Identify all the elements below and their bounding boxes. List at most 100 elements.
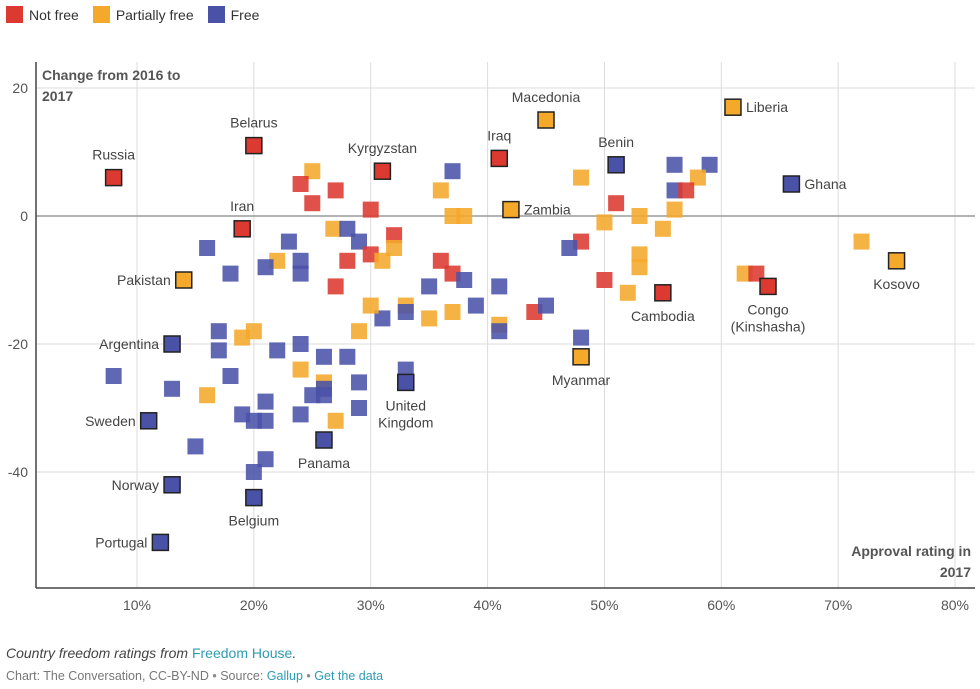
point-label-line: Benin <box>598 134 634 150</box>
point-label: Belgium <box>229 513 280 529</box>
labeled-point-portugal: Portugal <box>95 533 170 552</box>
data-point-partially-free <box>619 284 636 301</box>
data-point-free <box>315 387 332 404</box>
data-point-free <box>782 175 801 193</box>
data-point-free <box>444 163 461 180</box>
data-point-free <box>666 156 683 173</box>
point-label: Kosovo <box>873 276 920 292</box>
point-label: Myanmar <box>552 372 611 388</box>
point-label-line: Belarus <box>230 115 277 131</box>
point-label-line: Cambodia <box>631 308 695 324</box>
x-axis-title: Approval rating in 2017 <box>851 543 971 580</box>
data-point-partially-free <box>572 348 590 366</box>
data-point-partially-free <box>325 220 342 237</box>
data-point-free <box>257 393 274 410</box>
data-point-partially-free <box>631 259 648 276</box>
data-point-free <box>491 323 508 340</box>
data-point-partially-free <box>362 297 379 314</box>
data-points <box>105 156 870 480</box>
data-point-partially-free <box>374 252 391 269</box>
legend-swatch-free <box>207 6 225 23</box>
data-point-not-free <box>292 176 309 192</box>
data-point-free <box>315 431 333 449</box>
point-label-line: United <box>386 397 426 413</box>
labeled-point-congo-kinshasha: Congo (Kinshasha) <box>731 277 805 334</box>
data-point-free <box>351 233 368 250</box>
data-point-free <box>701 156 718 173</box>
y-axis-title-line: Change from 2016 to <box>42 67 180 83</box>
data-point-not-free <box>432 252 449 269</box>
data-point-free <box>421 278 438 295</box>
point-label: Kyrgyzstan <box>348 140 417 156</box>
y-axis-title: Change from 2016 to 2017 <box>42 67 180 104</box>
labeled-point-panama: Panama <box>298 431 350 471</box>
data-point-partially-free <box>853 233 870 250</box>
freedom-house-link[interactable]: Freedom House <box>191 645 293 661</box>
point-label: Liberia <box>746 99 788 115</box>
point-label: Sweden <box>85 413 136 429</box>
note-suffix: . <box>292 645 297 661</box>
point-label: Iraq <box>487 127 511 143</box>
x-axis-title-line: Approval rating in <box>851 543 971 559</box>
point-label-line: Iraq <box>487 127 511 143</box>
data-point-partially-free <box>724 98 742 116</box>
data-point-free <box>491 278 508 295</box>
get-the-data-link[interactable]: Get the data <box>314 669 384 683</box>
data-point-free <box>397 361 414 378</box>
data-point-free <box>199 240 216 256</box>
data-point-partially-free <box>596 214 613 231</box>
point-label-line: Argentina <box>99 336 159 352</box>
point-label-line: Kyrgyzstan <box>348 140 417 156</box>
labeled-point-kyrgyzstan: Kyrgyzstan <box>348 140 417 180</box>
data-point-partially-free <box>351 323 368 340</box>
point-label-line: Panama <box>298 455 350 471</box>
point-label-line: Portugal <box>95 534 147 550</box>
chart-credit: Chart: The Conversation, CC-BY-ND • Sour… <box>6 669 383 683</box>
point-label-line: Belgium <box>229 513 280 529</box>
chart-legend: Not free Partially free Free <box>6 6 259 23</box>
data-point-partially-free <box>199 387 216 404</box>
point-label: Zambia <box>524 202 571 218</box>
separator: • <box>212 669 217 683</box>
legend-swatch-not-free <box>6 6 23 23</box>
data-point-free <box>561 240 578 256</box>
point-label: Norway <box>112 477 159 493</box>
labeled-points: Russia Belarus Iran Kyrgyzstan Iraq Macedonia… <box>85 89 920 552</box>
source-prefix: Source: <box>220 669 264 683</box>
data-point-free <box>280 233 297 250</box>
data-point-free <box>607 156 625 174</box>
point-label-line: Pakistan <box>117 272 171 288</box>
data-point-partially-free <box>432 182 449 199</box>
data-point-not-free <box>678 182 695 199</box>
point-label: United Kingdom <box>378 397 433 430</box>
data-point-free <box>269 342 286 359</box>
separator: • <box>306 669 311 683</box>
legend-item-free: Free <box>207 6 260 23</box>
point-label-line: Ghana <box>804 176 846 192</box>
labeled-point-iran: Iran <box>230 198 254 238</box>
legend-item-partially-free: Partially free <box>92 6 194 23</box>
point-label-line: Zambia <box>524 202 571 218</box>
gallup-link[interactable]: Gallup <box>266 669 303 683</box>
point-label-line: Congo <box>747 301 788 317</box>
data-point-not-free <box>748 265 765 282</box>
data-point-free <box>456 272 473 288</box>
x-tick-label: 10% <box>123 597 151 613</box>
data-point-free <box>292 265 309 282</box>
data-point-not-free <box>327 182 344 199</box>
data-point-free <box>467 297 484 314</box>
labeled-point-belgium: Belgium <box>229 488 280 529</box>
data-point-partially-free <box>174 271 193 289</box>
labeled-point-zambia: Zambia <box>502 200 571 219</box>
data-point-partially-free <box>502 200 520 219</box>
legend-label: Free <box>230 6 260 23</box>
point-label: Belarus <box>230 115 277 131</box>
labeled-point-united-kingdom: United Kingdom <box>378 373 433 430</box>
point-label-line: Sweden <box>85 413 136 429</box>
point-label-line: Liberia <box>746 99 788 115</box>
labeled-point-russia: Russia <box>92 147 135 187</box>
data-point-free <box>292 336 309 352</box>
point-label: Russia <box>92 147 135 163</box>
data-point-partially-free <box>444 304 461 320</box>
data-point-free <box>151 533 170 552</box>
